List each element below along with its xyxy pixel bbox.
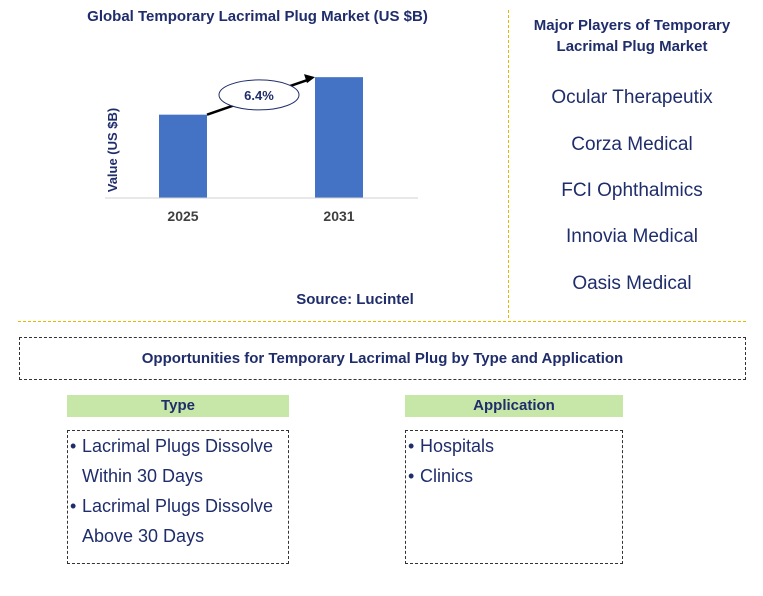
type-header: Type [67,395,289,417]
player-item: Innovia Medical [565,226,699,247]
source-note: Source: Lucintel [296,291,414,308]
chart-title: Global Temporary Lacrimal Plug Market (U… [87,8,428,25]
opportunities-banner: Opportunities for Temporary Lacrimal Plu… [19,337,746,380]
player-item: Oasis Medical [572,273,692,294]
application-list: • Hospitals • Clinics [405,430,623,564]
vertical-divider [508,10,509,318]
application-header: Application [405,395,623,417]
player-item: Corza Medical [571,134,693,155]
x-tick-label: 2025 [167,208,198,224]
growth-rate-label: 6.4% [244,88,274,103]
x-tick-label: 2031 [323,208,354,224]
player-item: Ocular Therapeutix [551,87,713,108]
bar-2025 [159,114,207,198]
bar-2031 [315,77,363,198]
type-list: • Lacrimal Plugs Dissolve Within 30 Days … [67,430,289,564]
growth-rate-bubble [218,79,300,111]
growth-arrow-head [304,74,315,84]
y-axis-label: Value (US $B) [105,108,120,193]
list-item: • Hospitals [408,436,495,456]
list-item: • Lacrimal Plugs Dissolve Within 30 Days [70,436,274,486]
bar-chart: 2025 2031 Value (US $B) 6.4% [105,74,418,224]
horizontal-divider [18,321,746,322]
opportunities-title: Opportunities for Temporary Lacrimal Plu… [141,350,624,367]
list-item: • Lacrimal Plugs Dissolve Above 30 Days [70,496,274,546]
player-item: FCI Ophthalmics [561,180,703,201]
list-item: • Clinics [408,466,474,486]
players-title: Major Players of Temporary Lacrimal Plug… [533,17,731,55]
